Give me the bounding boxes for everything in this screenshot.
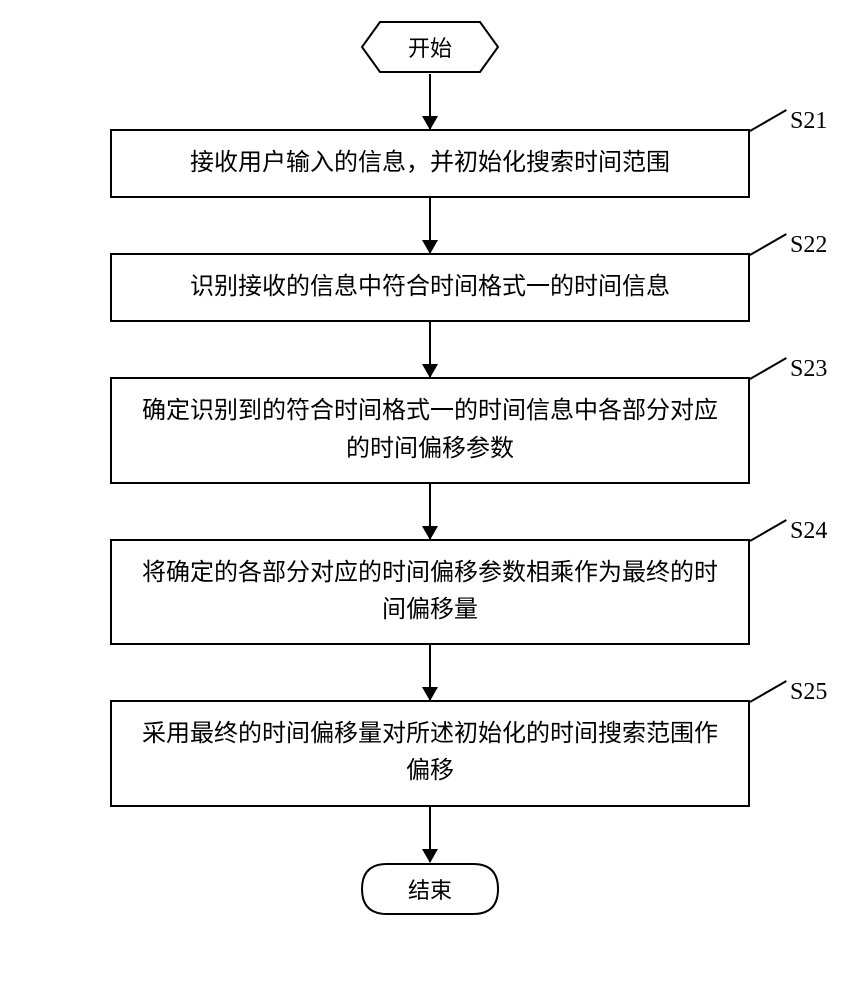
step-text: 确定识别到的符合时间格式一的时间信息中各部分对应的时间偏移参数 bbox=[142, 398, 718, 461]
start-label: 开始 bbox=[360, 20, 500, 74]
step-box-s22: 识别接收的信息中符合时间格式一的时间信息 S22 bbox=[110, 253, 750, 322]
end-label: 结束 bbox=[360, 862, 500, 916]
step-label: S24 bbox=[790, 513, 827, 550]
arrow bbox=[60, 322, 800, 377]
step-text: 采用最终的时间偏移量对所述初始化的时间搜索范围作偏移 bbox=[142, 721, 718, 784]
arrow bbox=[60, 807, 800, 862]
end-terminal: 结束 bbox=[360, 862, 500, 916]
step-text: 将确定的各部分对应的时间偏移参数相乘作为最终的时间偏移量 bbox=[142, 560, 718, 623]
step-label: S22 bbox=[790, 227, 827, 264]
arrow bbox=[60, 198, 800, 253]
start-terminal: 开始 bbox=[360, 20, 500, 74]
step-box-s21: 接收用户输入的信息，并初始化搜索时间范围 S21 bbox=[110, 129, 750, 198]
step-label: S21 bbox=[790, 103, 827, 140]
step-box-s23: 确定识别到的符合时间格式一的时间信息中各部分对应的时间偏移参数 S23 bbox=[110, 377, 750, 483]
step-label: S25 bbox=[790, 674, 827, 711]
arrow bbox=[60, 645, 800, 700]
step-text: 识别接收的信息中符合时间格式一的时间信息 bbox=[190, 274, 670, 300]
step-label: S23 bbox=[790, 351, 827, 388]
arrow bbox=[60, 484, 800, 539]
step-box-s24: 将确定的各部分对应的时间偏移参数相乘作为最终的时间偏移量 S24 bbox=[110, 539, 750, 645]
step-box-s25: 采用最终的时间偏移量对所述初始化的时间搜索范围作偏移 S25 bbox=[110, 700, 750, 806]
flowchart-container: 开始 接收用户输入的信息，并初始化搜索时间范围 S21 识别接收的信息中符合时间… bbox=[60, 20, 800, 916]
step-text: 接收用户输入的信息，并初始化搜索时间范围 bbox=[190, 150, 670, 176]
arrow bbox=[60, 74, 800, 129]
